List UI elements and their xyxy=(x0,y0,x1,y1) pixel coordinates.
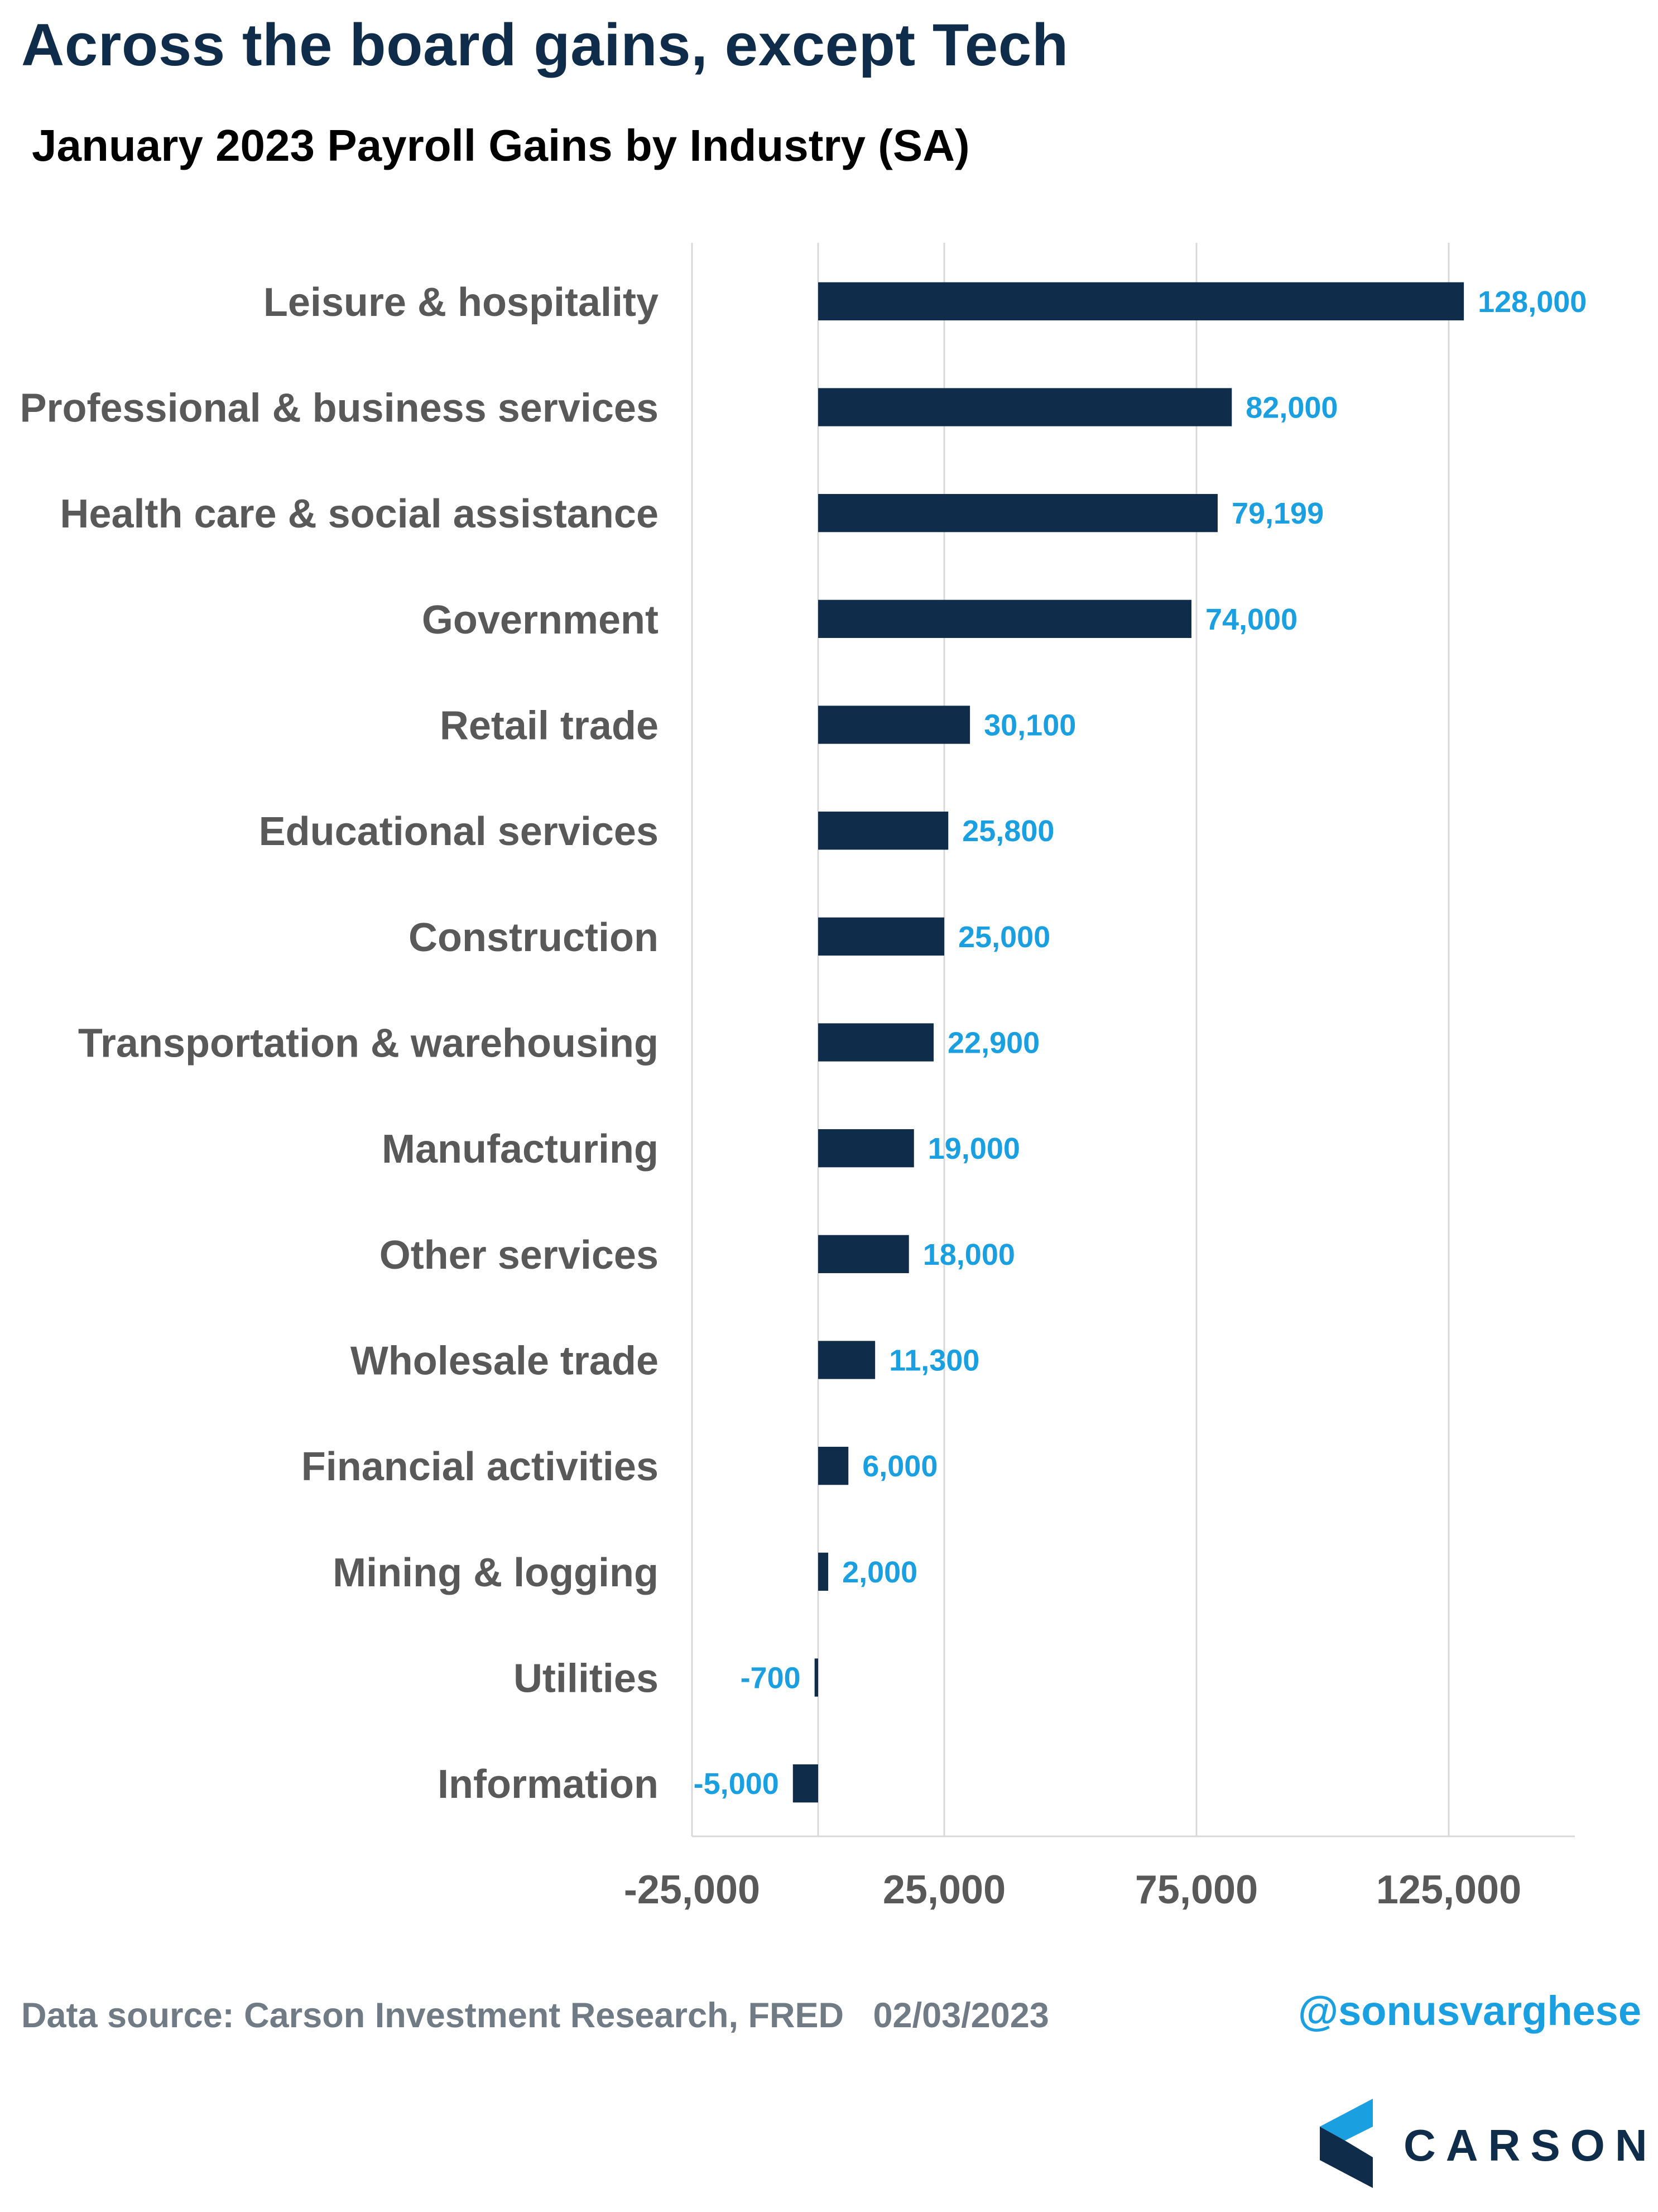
data-label-6: 25,000 xyxy=(958,920,1050,954)
category-label-3: Government xyxy=(422,598,659,642)
data-label-0: 128,000 xyxy=(1478,285,1587,319)
label-layer: Leisure & hospitality 128,000 Professional… xyxy=(20,280,1587,1807)
bar-11 xyxy=(818,1447,849,1485)
data-label-14: -5,000 xyxy=(694,1767,779,1801)
payroll-bar-chart: Leisure & hospitality 128,000 Professional… xyxy=(20,243,1587,1912)
bar-7 xyxy=(818,1023,934,1062)
category-label-1: Professional & business services xyxy=(20,386,659,431)
data-label-8: 19,000 xyxy=(928,1132,1020,1165)
bar-14 xyxy=(792,1764,818,1803)
data-label-12: 2,000 xyxy=(842,1556,917,1589)
bar-8 xyxy=(818,1129,914,1168)
bar-9 xyxy=(818,1235,909,1273)
data-label-1: 82,000 xyxy=(1246,391,1338,425)
bar-10 xyxy=(818,1341,876,1379)
category-label-11: Financial activities xyxy=(301,1445,659,1489)
bar-0 xyxy=(818,282,1464,320)
category-label-6: Construction xyxy=(409,915,659,960)
data-label-9: 18,000 xyxy=(923,1238,1015,1271)
bar-5 xyxy=(818,812,949,850)
x-tick-label-2: 75,000 xyxy=(1135,1868,1258,1912)
category-label-9: Other services xyxy=(379,1233,659,1278)
category-label-13: Utilities xyxy=(513,1657,659,1701)
category-label-14: Information xyxy=(438,1762,659,1807)
data-source-note: Data source: Carson Investment Research,… xyxy=(21,1996,1049,2035)
author-handle[interactable]: @sonusvarghese xyxy=(1297,1988,1641,2034)
data-label-4: 30,100 xyxy=(984,709,1076,742)
bar-layer xyxy=(792,282,1464,1803)
x-tick-label-3: 125,000 xyxy=(1376,1868,1521,1912)
bar-1 xyxy=(818,388,1232,426)
carson-logo-text: CARSON xyxy=(1404,2120,1657,2170)
category-label-12: Mining & logging xyxy=(333,1551,659,1595)
chart-title: Across the board gains, except Tech xyxy=(21,11,1069,78)
x-tick-label-0: -25,000 xyxy=(624,1868,760,1912)
bar-4 xyxy=(818,706,970,744)
category-label-8: Manufacturing xyxy=(382,1127,659,1172)
x-tick-label-1: 25,000 xyxy=(883,1868,1006,1912)
category-label-7: Transportation & warehousing xyxy=(78,1021,659,1066)
category-label-5: Educational services xyxy=(259,809,659,854)
data-label-5: 25,800 xyxy=(962,814,1054,848)
carson-logo: CARSON xyxy=(1320,2099,1647,2188)
category-label-4: Retail trade xyxy=(440,704,659,748)
bar-3 xyxy=(818,599,1191,638)
category-label-10: Wholesale trade xyxy=(350,1339,659,1384)
chart-subtitle: January 2023 Payroll Gains by Industry (… xyxy=(32,121,970,170)
bar-12 xyxy=(818,1552,829,1591)
bar-13 xyxy=(814,1658,818,1697)
bar-2 xyxy=(818,494,1218,532)
bar-6 xyxy=(818,917,944,956)
category-label-0: Leisure & hospitality xyxy=(263,280,659,325)
data-label-11: 6,000 xyxy=(862,1450,938,1483)
data-label-13: -700 xyxy=(741,1662,801,1695)
carson-chevron-icon xyxy=(1320,2099,1373,2188)
data-label-10: 11,300 xyxy=(889,1344,979,1378)
data-label-3: 74,000 xyxy=(1205,603,1297,636)
tick-layer: -25,000 25,000 75,000 125,000 xyxy=(624,1868,1521,1912)
category-label-2: Health care & social assistance xyxy=(60,492,659,536)
data-label-2: 79,199 xyxy=(1232,497,1324,530)
data-label-7: 22,900 xyxy=(948,1026,1040,1060)
